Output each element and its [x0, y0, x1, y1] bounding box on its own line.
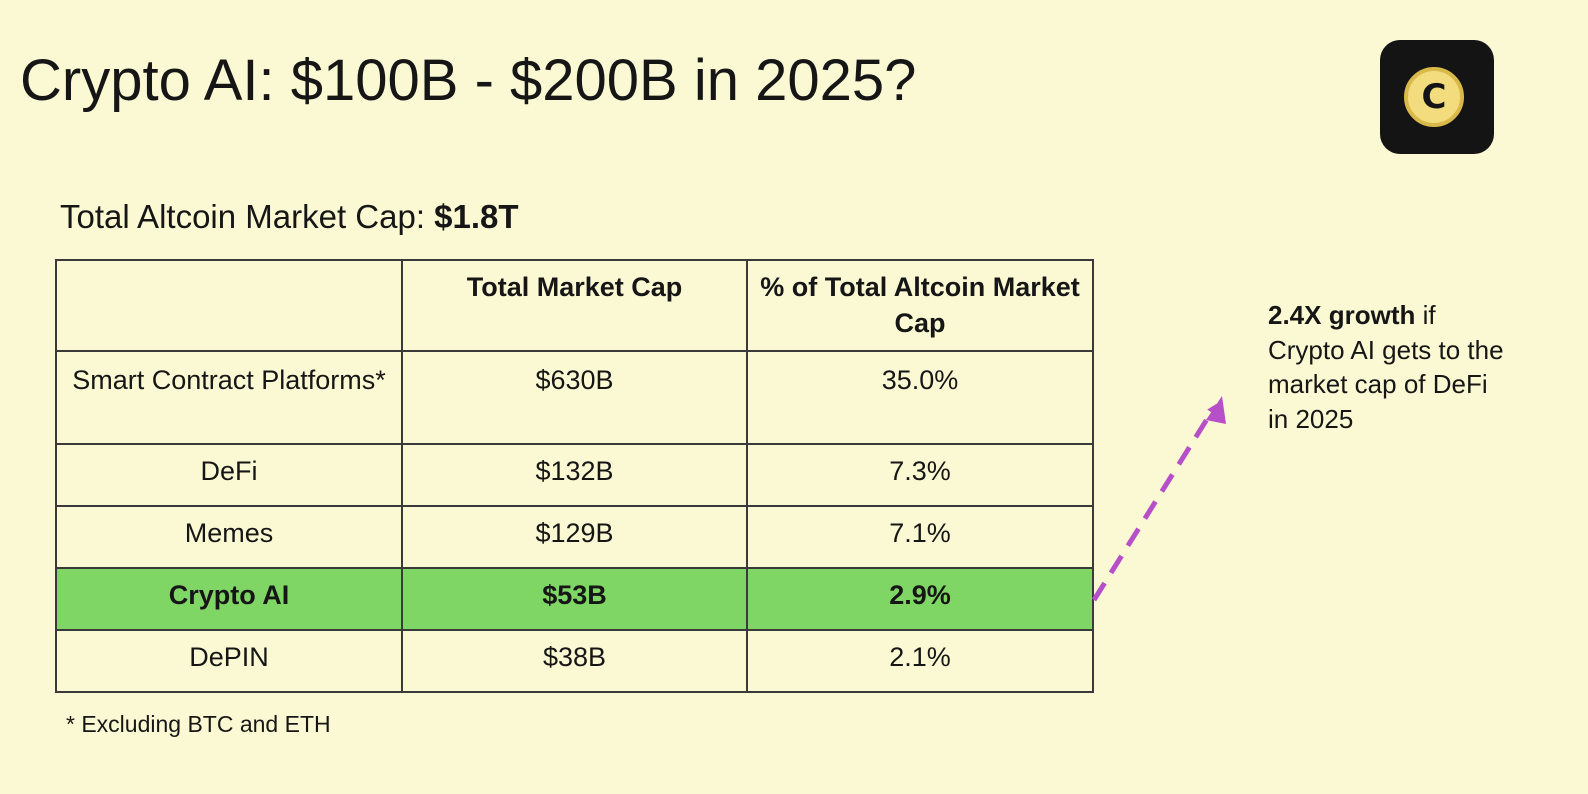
market-cap-cell: $630B [401, 350, 748, 445]
header-cell-percent: % of Total Altcoin Market Cap [746, 259, 1094, 352]
market-cap-cell: $129B [401, 505, 748, 569]
category-cell: Memes [55, 505, 403, 569]
slide-title: Crypto AI: $100B - $200B in 2025? [20, 48, 917, 113]
category-cell: Crypto AI [55, 567, 403, 631]
brand-logo: C [1380, 40, 1494, 154]
footnote: * Excluding BTC and ETH [66, 711, 331, 737]
table-row-highlighted: Crypto AI $53B 2.9% [55, 567, 1094, 631]
subtitle-value: $1.8T [434, 198, 519, 235]
percent-cell: 2.9% [746, 567, 1094, 631]
table-row: Smart Contract Platforms* $630B 35.0% [55, 350, 1094, 445]
header-cell-total-market-cap: Total Market Cap [401, 259, 748, 352]
market-cap-cell: $38B [401, 629, 748, 693]
percent-cell: 2.1% [746, 629, 1094, 693]
coin-icon: C [1404, 67, 1464, 127]
callout-bold: 2.4X growth [1268, 300, 1416, 330]
callout-text: if Crypto AI gets to the market cap of D… [1268, 300, 1504, 434]
subtitle-label: Total Altcoin Market Cap: [60, 198, 425, 235]
logo-letter: C [1421, 77, 1447, 117]
market-cap-table: Total Market Cap % of Total Altcoin Mark… [55, 259, 1094, 693]
arrow-head [1206, 396, 1226, 424]
table-row: Memes $129B 7.1% [55, 505, 1094, 569]
total-altcoin-market-cap: Total Altcoin Market Cap: $1.8T [60, 198, 519, 236]
percent-cell: 7.1% [746, 505, 1094, 569]
percent-cell: 35.0% [746, 350, 1094, 445]
market-cap-cell: $132B [401, 443, 748, 507]
market-cap-cell: $53B [401, 567, 748, 631]
table-row: DePIN $38B 2.1% [55, 629, 1094, 693]
category-cell: DeFi [55, 443, 403, 507]
growth-callout: 2.4X growth if Crypto AI gets to the mar… [1268, 298, 1508, 436]
header-cell-category [55, 259, 403, 352]
table-header-row: Total Market Cap % of Total Altcoin Mark… [55, 259, 1094, 352]
category-cell: Smart Contract Platforms* [55, 350, 403, 445]
category-cell: DePIN [55, 629, 403, 693]
percent-cell: 7.3% [746, 443, 1094, 507]
table-row: DeFi $132B 7.3% [55, 443, 1094, 507]
